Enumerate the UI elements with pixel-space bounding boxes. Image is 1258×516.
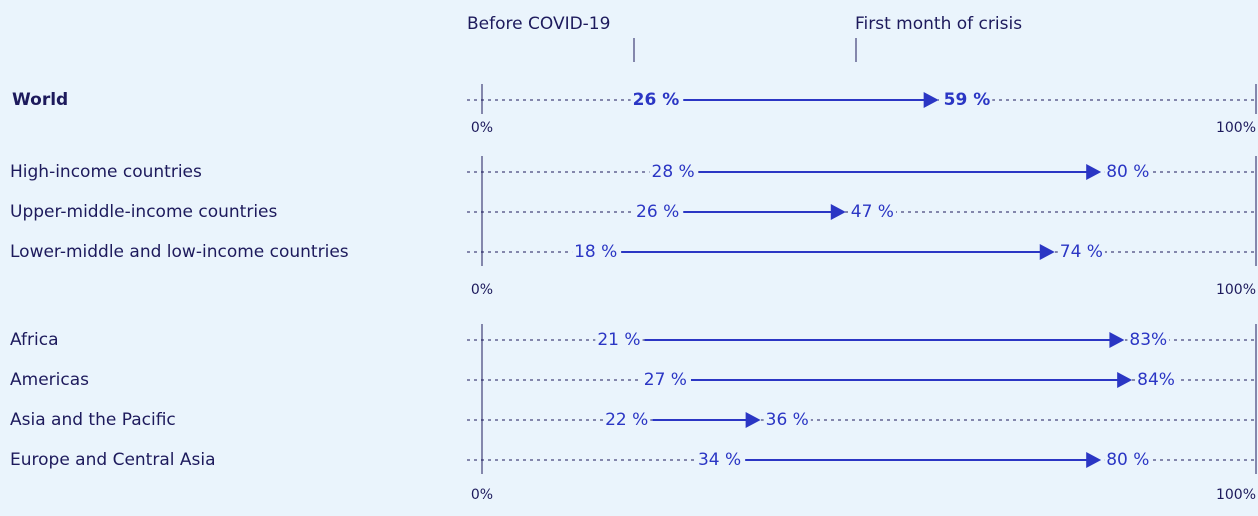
category-label: Africa [10, 330, 59, 350]
start-label: 26 % [633, 90, 680, 110]
arrow-head [923, 92, 939, 108]
label-backdrop [848, 202, 896, 222]
category-label: Americas [10, 370, 89, 390]
label-backdrop [630, 90, 682, 110]
label-backdrop [595, 330, 643, 350]
end-label: 84% [1137, 370, 1175, 390]
arrow-head [745, 412, 761, 428]
series-header: First month of crisis [855, 14, 1022, 34]
label-backdrop [634, 202, 682, 222]
end-label: 74 % [1060, 242, 1103, 262]
label-backdrop [941, 90, 993, 110]
category-label: High-income countries [10, 162, 202, 182]
arrow-head [1086, 164, 1102, 180]
label-backdrop [695, 450, 744, 470]
label-backdrop [649, 162, 697, 182]
arrow-head [830, 204, 846, 220]
label-backdrop [603, 410, 651, 430]
label-backdrop [1135, 370, 1177, 390]
end-label: 59 % [944, 90, 991, 110]
x-tick-label: 0% [471, 282, 493, 298]
category-label: Asia and the Pacific [10, 410, 176, 430]
x-tick-label: 100% [1216, 487, 1256, 503]
series-header: Before COVID-19 [467, 14, 610, 34]
x-tick-label: 100% [1216, 120, 1256, 136]
label-backdrop [641, 370, 689, 390]
arrow-head [1109, 332, 1125, 348]
x-tick-label: 0% [471, 487, 493, 503]
arrow-head [1086, 452, 1102, 468]
category-label: Europe and Central Asia [10, 450, 216, 470]
arrow-head [1039, 244, 1055, 260]
x-tick-label: 100% [1216, 282, 1256, 298]
start-label: 26 % [636, 202, 679, 222]
end-label: 47 % [851, 202, 894, 222]
end-label: 80 % [1106, 162, 1149, 182]
end-label: 36 % [766, 410, 809, 430]
start-label: 27 % [644, 370, 687, 390]
category-label: World [12, 90, 68, 110]
start-label: 21 % [597, 330, 640, 350]
start-label: 18 % [574, 242, 617, 262]
arrow-head [1117, 372, 1133, 388]
category-label: Lower-middle and low-income countries [10, 242, 349, 262]
label-backdrop [1057, 242, 1105, 262]
end-label: 80 % [1106, 450, 1149, 470]
x-tick-label: 0% [471, 120, 493, 136]
label-backdrop [1127, 330, 1170, 350]
label-backdrop [1104, 162, 1152, 182]
category-label: Upper-middle-income countries [10, 202, 278, 222]
start-label: 34 % [698, 450, 741, 470]
end-label: 83% [1129, 330, 1167, 350]
start-label: 28 % [652, 162, 695, 182]
label-backdrop [763, 410, 811, 430]
label-backdrop [572, 242, 620, 262]
label-backdrop [1104, 450, 1152, 470]
start-label: 22 % [605, 410, 648, 430]
